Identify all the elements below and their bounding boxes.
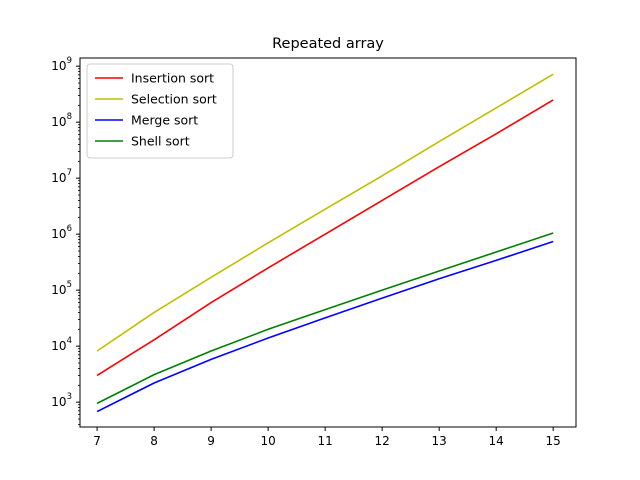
y-tick-label: 109 <box>51 56 72 73</box>
x-tick-label: 9 <box>207 434 215 448</box>
x-axis: 7 8 9 10 11 12 13 14 15 <box>93 427 561 448</box>
y-axis: 103 104 105 106 107 108 109 <box>51 56 80 425</box>
legend-label: Shell sort <box>131 134 190 149</box>
y-tick-label: 107 <box>51 168 72 185</box>
x-tick-label: 13 <box>432 434 447 448</box>
series-line-3 <box>96 232 554 405</box>
y-tick-label: 108 <box>51 112 72 129</box>
series-line-1 <box>96 73 554 352</box>
y-tick-label: 103 <box>51 392 72 409</box>
y-tick-label: 106 <box>51 224 72 241</box>
x-tick-label: 15 <box>546 434 561 448</box>
legend-box <box>86 63 234 159</box>
x-tick-label: 8 <box>150 434 158 448</box>
legend: Insertion sort Selection sort Merge sort Sh… <box>86 63 234 159</box>
series-layer <box>96 73 554 413</box>
x-tick-label: 12 <box>375 434 390 448</box>
x-tick-label: 14 <box>489 434 504 448</box>
legend-label: Merge sort <box>131 113 198 128</box>
legend-label: Selection sort <box>131 92 217 107</box>
x-tick-label: 11 <box>318 434 333 448</box>
y-tick-label: 104 <box>51 336 72 353</box>
legend-label: Insertion sort <box>131 71 214 86</box>
x-tick-label: 7 <box>93 434 101 448</box>
x-tick-label: 10 <box>260 434 275 448</box>
series-line-0 <box>96 99 554 377</box>
chart-title: Repeated array <box>272 36 384 52</box>
y-tick-label: 105 <box>51 280 72 297</box>
series-line-2 <box>96 240 554 413</box>
